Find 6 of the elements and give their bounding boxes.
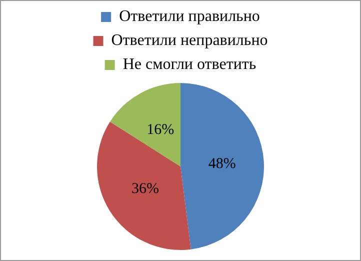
data-label: 36% xyxy=(132,180,159,197)
legend-label: Ответили неправильно xyxy=(111,32,268,50)
data-label: 48% xyxy=(208,156,236,172)
legend-label: Ответили правильно xyxy=(119,8,260,26)
data-label: 16% xyxy=(146,122,174,138)
legend-label: Не смогли ответить xyxy=(122,56,256,74)
